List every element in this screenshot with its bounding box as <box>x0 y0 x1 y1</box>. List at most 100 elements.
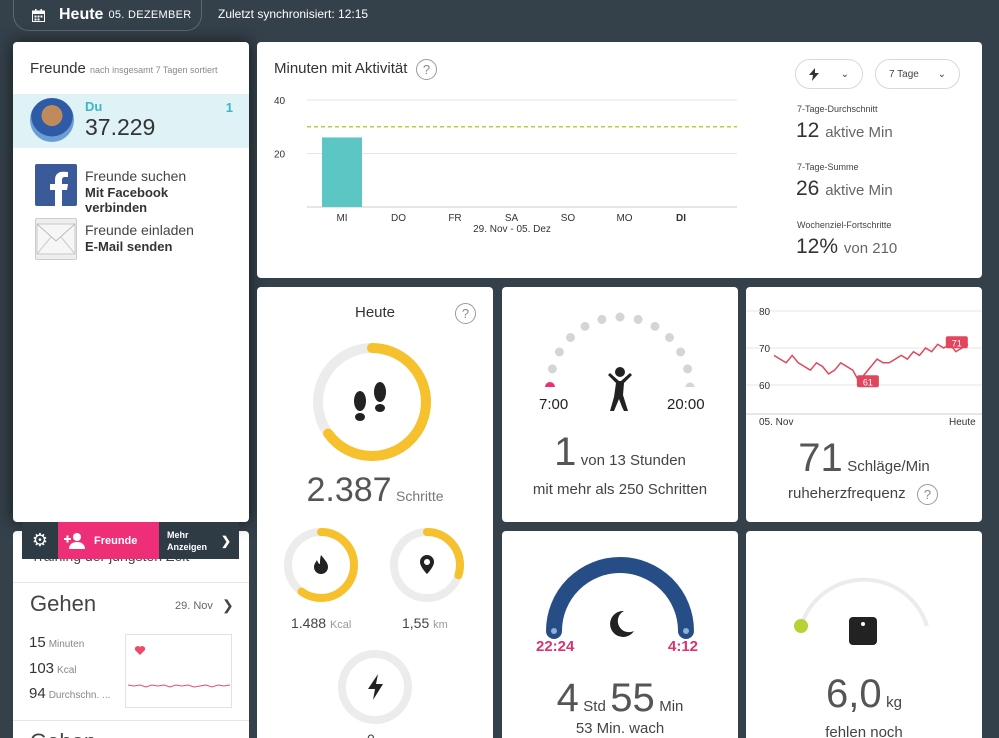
max-badge <box>945 336 968 349</box>
kcal-ring <box>284 528 358 602</box>
heart-rate-line <box>773 343 969 383</box>
bar <box>322 137 362 207</box>
y-tick-label: 80 <box>759 307 771 318</box>
y-tick-label: 20 <box>274 150 286 161</box>
friend-name: Du <box>85 99 103 114</box>
steps-value: 2.387 Schritte <box>306 471 444 509</box>
scale-icon <box>849 617 877 645</box>
lightning-icon <box>368 674 383 700</box>
sleep-end: 4:12 <box>668 638 699 655</box>
weight-card[interactable]: 6,0 kg fehlen noch <box>746 531 982 738</box>
summary-value: 26 aktive Min <box>796 177 893 200</box>
sleep-duration: 4 Std 55 Min <box>556 676 684 720</box>
x-tick-label: MO <box>616 213 632 224</box>
exercise-stat-kcal: 103 Kcal <box>29 660 77 677</box>
sleep-awake: 53 Min. wach <box>575 720 665 737</box>
y-tick-label: 60 <box>759 381 771 392</box>
hourly-subtitle: mit mehr als 250 Schritten <box>532 481 708 498</box>
lightning-icon <box>809 67 819 81</box>
hour-dot <box>664 333 674 343</box>
hour-dot <box>580 321 590 331</box>
active-minutes-chart: 20 40 MI DO FR SA SO MO DI <box>274 96 737 224</box>
metric-dropdown[interactable]: ⌄ <box>795 59 863 89</box>
divider <box>13 582 249 583</box>
hour-dot <box>650 321 660 331</box>
facebook-line2: Mit Facebook verbinden <box>85 185 169 215</box>
sleep-arc <box>546 557 694 639</box>
date-selector[interactable]: Heute 05. DEZEMBER <box>13 0 202 31</box>
friend-steps: 37.229 <box>85 114 156 140</box>
hour-dot <box>633 314 643 324</box>
help-icon[interactable]: ? <box>917 484 938 505</box>
chevron-down-icon: ⌄ <box>937 68 946 80</box>
hourly-count: 1 von 13 Stunden <box>554 430 686 474</box>
exercise-title: Gehen <box>30 591 97 616</box>
summary-label: 7-Tage-Durchschnitt <box>797 104 878 114</box>
hour-dot <box>615 312 625 322</box>
footsteps-icon <box>354 382 386 421</box>
facebook-line1: Freunde suchen <box>85 168 187 184</box>
weight-label: fehlen noch <box>825 724 903 738</box>
gear-icon[interactable]: ⚙ <box>22 522 58 559</box>
range-dropdown[interactable]: 7 Tage ⌄ <box>875 59 960 89</box>
hour-dot <box>597 314 607 324</box>
email-line1: Freunde einladen <box>85 222 194 238</box>
y-tick-label: 40 <box>274 96 286 107</box>
exercise-next-title: Gehen <box>30 729 96 738</box>
x-tick-label: SA <box>505 213 519 224</box>
card-title: Minuten mit Aktivität <box>274 60 408 77</box>
chevron-right-icon: ❯ <box>220 533 231 548</box>
day-label: Heute <box>59 6 104 23</box>
hourly-activity-card[interactable]: 7:00 20:00 1 von 13 Stunden mit mehr als… <box>502 287 738 522</box>
hr-end-label: Heute <box>949 417 976 428</box>
exercise-stat-heartrate: 94 Durchschn. ... <box>29 685 111 702</box>
y-tick-label: 70 <box>759 344 771 355</box>
avatar <box>30 98 74 142</box>
person-icon <box>608 367 632 411</box>
x-tick-label: DI <box>676 213 686 224</box>
sleep-start: 22:24 <box>536 638 575 655</box>
weight-value: 6,0 kg <box>826 672 902 716</box>
exercise-stat-duration: 15 Minuten <box>29 634 85 651</box>
facebook-connect[interactable]: Freunde suchen Mit Facebook verbinden <box>35 164 235 215</box>
hour-dot <box>683 364 693 374</box>
heart-rate-card[interactable]: 80 70 60 61 71 05. Nov Heute 71 Schläge/Min … <box>746 287 982 522</box>
flame-icon <box>314 555 328 574</box>
distance-ring <box>390 528 464 602</box>
exercise-heart-sparkline <box>125 634 232 708</box>
friends-button[interactable]: Freunde <box>58 522 159 559</box>
divider <box>13 720 249 721</box>
hour-dot <box>566 333 576 343</box>
friend-row-me[interactable]: Du 37.229 1 <box>13 94 249 148</box>
friends-toolbar: ⚙ Freunde Mehr Anzeigen ❯ <box>22 522 239 559</box>
distance-value: 1,55 km <box>402 615 448 631</box>
active-minutes-ring <box>338 650 412 724</box>
sleep-card[interactable]: 22:24 4:12 4 Std 55 Min 53 Min. wach <box>502 531 738 738</box>
email-line2: E-Mail senden <box>85 239 173 254</box>
hr-start-label: 05. Nov <box>759 417 794 428</box>
steps-ring <box>313 343 431 461</box>
hourly-end: 20:00 <box>667 396 705 413</box>
help-icon[interactable]: ? <box>455 303 476 324</box>
min-badge-label: 61 <box>863 377 873 387</box>
card-title: Heute <box>354 304 396 321</box>
max-badge-label: 71 <box>952 338 962 348</box>
exercise-card[interactable]: Training der jüngsten Zeit Gehen 29. Nov… <box>13 531 249 738</box>
show-more-button[interactable]: Mehr Anzeigen ❯ <box>159 522 239 559</box>
kcal-value: 1.488 Kcal <box>291 615 352 631</box>
x-tick-label: SO <box>561 213 576 224</box>
envelope-icon <box>35 218 77 260</box>
chevron-down-icon: ⌄ <box>840 68 849 80</box>
hour-dot <box>547 364 557 374</box>
today-card[interactable]: Heute ? 2.387 Schritte 1.488 Kcal 1,55 k… <box>257 287 493 738</box>
email-invite[interactable]: Freunde einladen E-Mail senden <box>35 218 235 260</box>
x-tick-label: DO <box>391 213 406 224</box>
sync-status: Zuletzt synchronisiert: 12:15 <box>218 7 369 21</box>
friends-header: Freunde nach insgesamt 7 Tagen sortiert <box>30 60 218 77</box>
hour-dot <box>554 347 564 357</box>
add-user-icon <box>64 532 85 549</box>
help-icon[interactable]: ? <box>416 59 437 80</box>
active-minutes-card: Minuten mit Aktivität ? 20 40 MI DO FR SA SO MO… <box>257 42 982 278</box>
hr-value: 71 Schläge/Min <box>798 436 930 480</box>
chevron-right-icon[interactable]: ❯ <box>222 597 234 613</box>
